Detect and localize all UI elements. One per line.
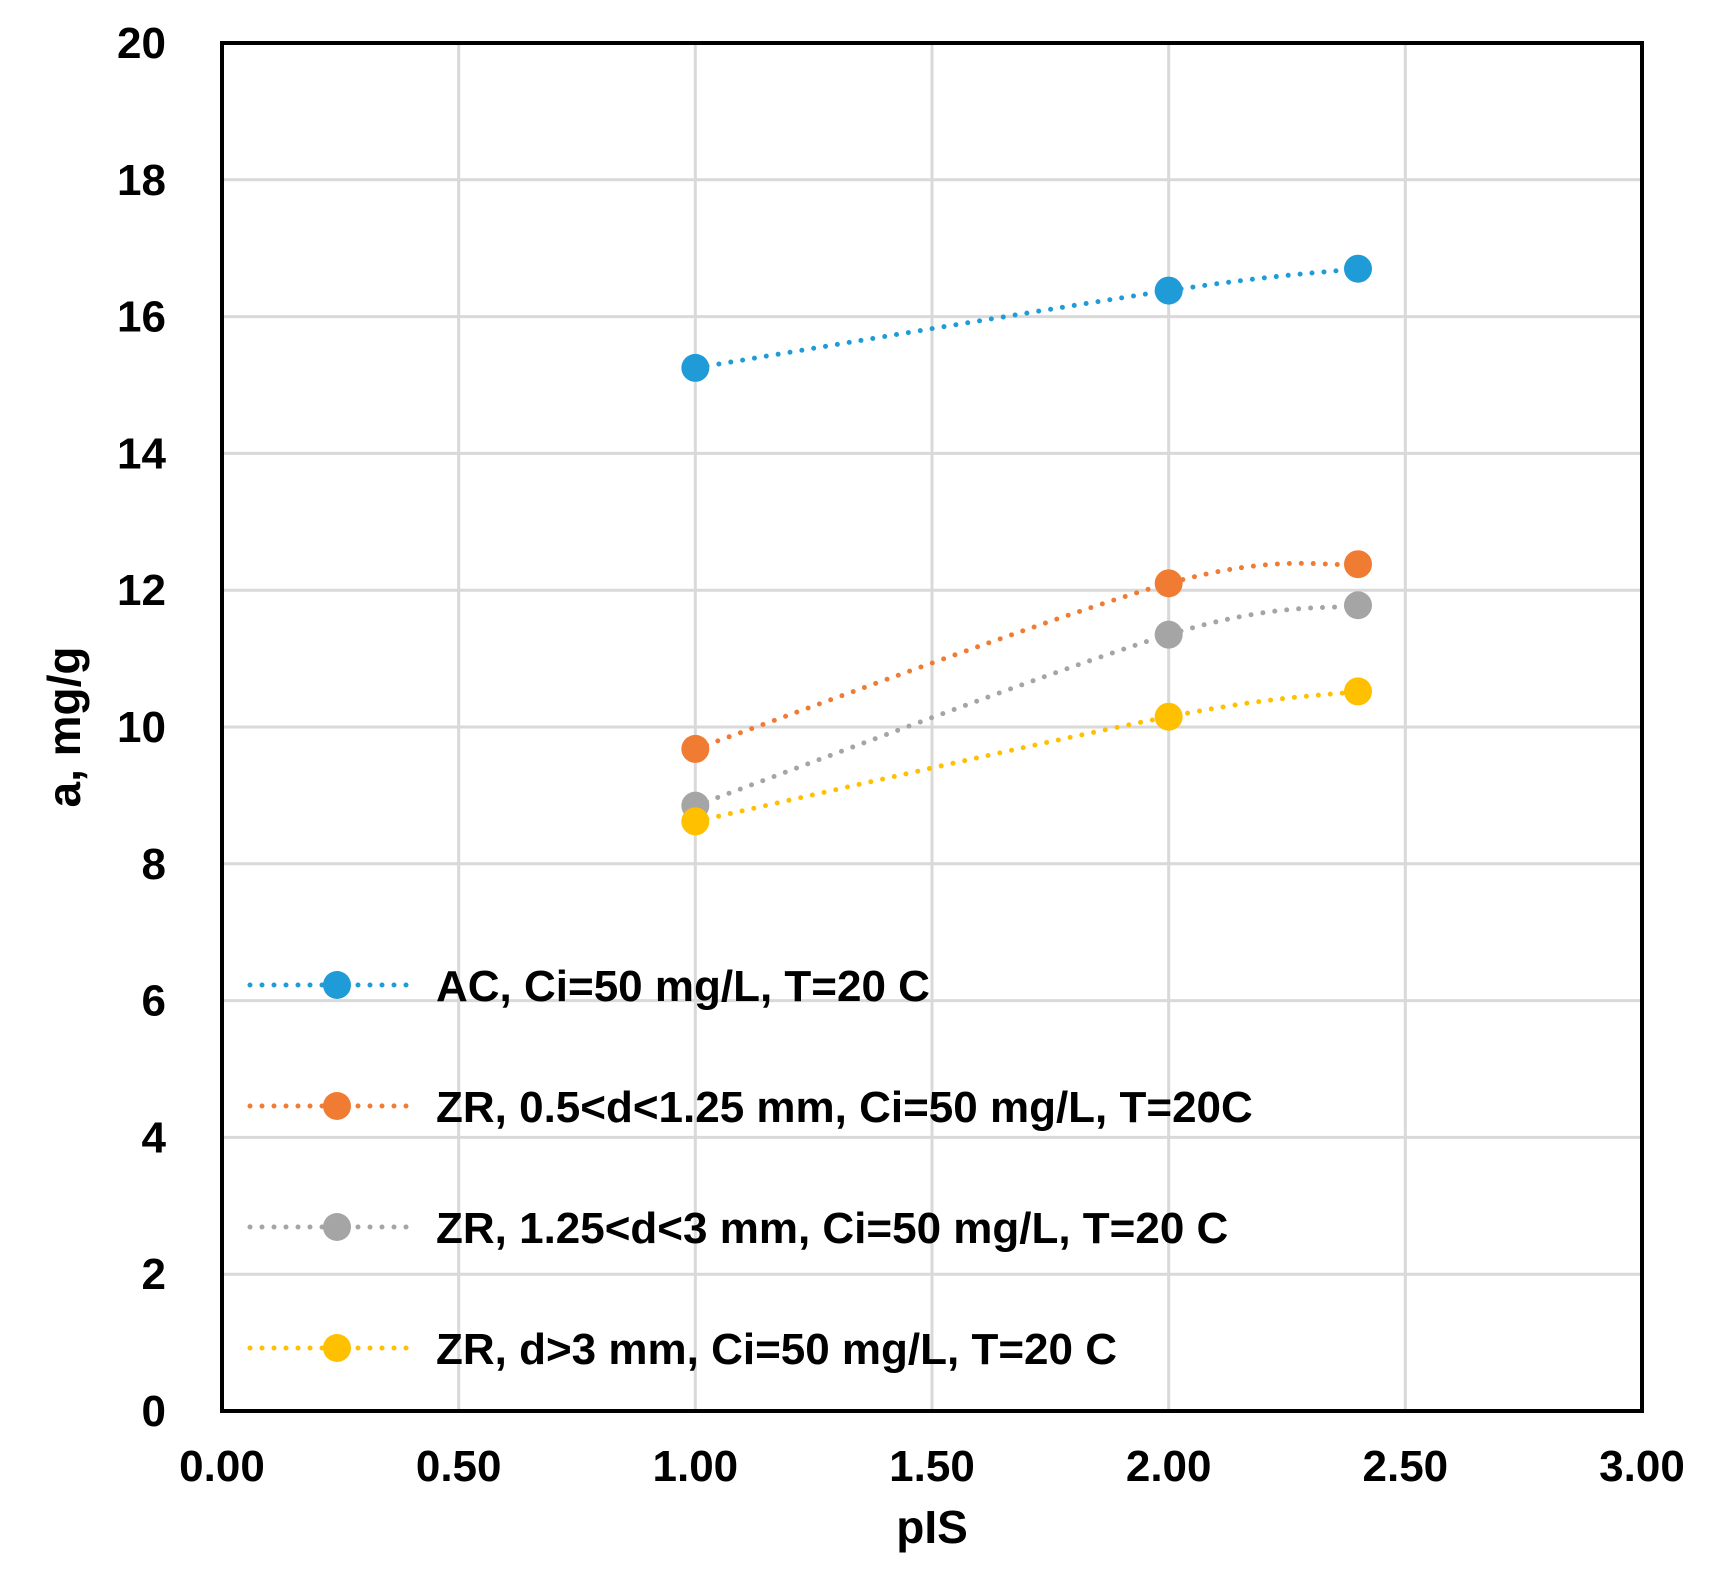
series-lines xyxy=(692,266,1361,824)
legend-marker-3 xyxy=(323,1334,351,1362)
data-point-s2-2 xyxy=(1344,591,1372,620)
series-line-3 xyxy=(692,688,1361,824)
data-point-s0-1 xyxy=(1154,276,1183,305)
legend-label-0: AC, Ci=50 mg/L, T=20 C xyxy=(436,962,930,1011)
y-tick-label: 0 xyxy=(142,1387,166,1436)
y-tick-label: 14 xyxy=(117,429,166,478)
y-tick-label: 18 xyxy=(117,156,166,205)
series-line-0 xyxy=(692,266,1361,371)
legend: AC, Ci=50 mg/L, T=20 C ZR, 0.5<d<1.25 mm,… xyxy=(247,962,1253,1374)
x-tick-labels: 0.00 0.50 1.00 1.50 2.00 2.50 3.00 xyxy=(179,1442,1685,1491)
legend-marker-2 xyxy=(323,1213,351,1241)
y-tick-label: 12 xyxy=(117,566,166,615)
x-tick-label: 0.50 xyxy=(416,1442,502,1491)
data-point-s1-1 xyxy=(1154,569,1183,598)
legend-label-2: ZR, 1.25<d<3 mm, Ci=50 mg/L, T=20 C xyxy=(436,1204,1228,1253)
legend-marker-0 xyxy=(323,971,351,999)
y-tick-label: 20 xyxy=(117,19,166,68)
data-point-s2-1 xyxy=(1154,620,1183,649)
y-axis-title: a, mg/g xyxy=(38,646,90,807)
x-tick-label: 1.50 xyxy=(889,1442,975,1491)
x-tick-label: 2.00 xyxy=(1126,1442,1212,1491)
y-tick-label: 10 xyxy=(117,703,166,752)
x-tick-label: 0.00 xyxy=(179,1442,265,1491)
data-point-s0-2 xyxy=(1344,254,1372,283)
y-tick-label: 4 xyxy=(142,1113,167,1162)
x-axis-title: pIS xyxy=(896,1501,968,1553)
y-tick-label: 8 xyxy=(142,840,166,889)
legend-marker-1 xyxy=(323,1092,351,1120)
y-tick-label: 16 xyxy=(117,293,166,342)
legend-label-3: ZR, d>3 mm, Ci=50 mg/L, T=20 C xyxy=(436,1325,1117,1374)
data-point-s1-2 xyxy=(1344,550,1372,579)
legend-label-1: ZR, 0.5<d<1.25 mm, Ci=50 mg/L, T=20C xyxy=(436,1083,1253,1132)
x-tick-label: 1.00 xyxy=(653,1442,739,1491)
data-point-s3-2 xyxy=(1344,677,1372,706)
y-tick-labels: 0 2 4 6 8 10 12 14 16 18 20 xyxy=(117,19,166,1436)
data-point-s3-1 xyxy=(1154,702,1183,731)
data-point-s1-0 xyxy=(681,734,710,763)
data-point-s3-0 xyxy=(681,807,710,836)
series-points xyxy=(681,254,1372,836)
y-tick-label: 2 xyxy=(142,1250,166,1299)
x-tick-label: 3.00 xyxy=(1599,1442,1685,1491)
x-tick-label: 2.50 xyxy=(1363,1442,1449,1491)
data-point-s0-0 xyxy=(681,353,710,382)
plot-frame xyxy=(220,41,1644,1413)
y-tick-label: 6 xyxy=(142,977,166,1026)
